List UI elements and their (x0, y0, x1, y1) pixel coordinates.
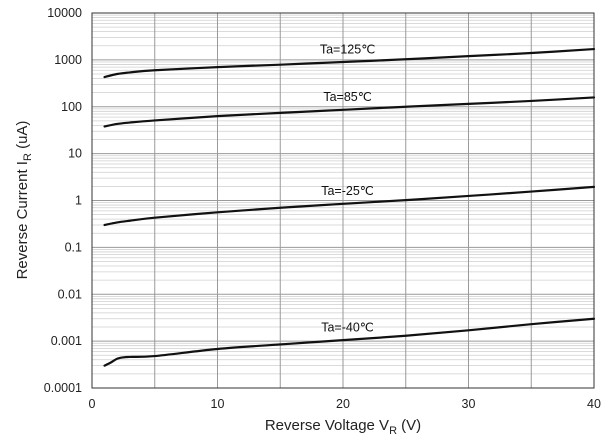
y-tick-label: 0.0001 (44, 381, 82, 395)
plot-frame (91, 12, 595, 389)
x-tick-labels: 0 10 20 30 40 (89, 397, 601, 411)
y-tick-label: 1 (75, 194, 82, 208)
x-tick-label: 20 (336, 397, 350, 411)
y-tick-label: 100 (61, 100, 82, 114)
series-layer (103, 47, 596, 367)
series-label-1: Ta=125℃ (320, 42, 375, 56)
y-tick-label: 0.001 (51, 334, 82, 348)
y-tick-label: 0.1 (65, 240, 82, 254)
x-tick-label: 30 (462, 397, 476, 411)
y-tick-label: 10 (68, 147, 82, 161)
y-tick-label: 1000 (54, 53, 82, 67)
x-tick-label: 10 (211, 397, 225, 411)
series-line-3 (103, 185, 596, 227)
series-label-3: Ta=-25℃ (321, 184, 374, 198)
x-tick-label: 0 (89, 397, 96, 411)
y-tick-label: 10000 (47, 6, 82, 20)
series-label-4: Ta=-40℃ (321, 320, 374, 334)
y-axis-title: Reverse Current IR (uA) (14, 121, 34, 280)
series-label-2: Ta=85℃ (323, 90, 371, 104)
y-tick-labels: 0.0001 0.001 0.01 0.1 1 10 100 1000 10000 (44, 6, 82, 395)
series-line-1 (103, 47, 596, 79)
series-line-4 (103, 317, 596, 367)
curve-labels: Ta=125℃ Ta=85℃ Ta=-25℃ Ta=-40℃ (320, 42, 375, 334)
x-tick-label: 40 (587, 397, 601, 411)
y-tick-label: 0.01 (58, 287, 82, 301)
x-axis-title: Reverse Voltage VR (V) (265, 417, 421, 437)
series-line-2 (103, 96, 596, 128)
